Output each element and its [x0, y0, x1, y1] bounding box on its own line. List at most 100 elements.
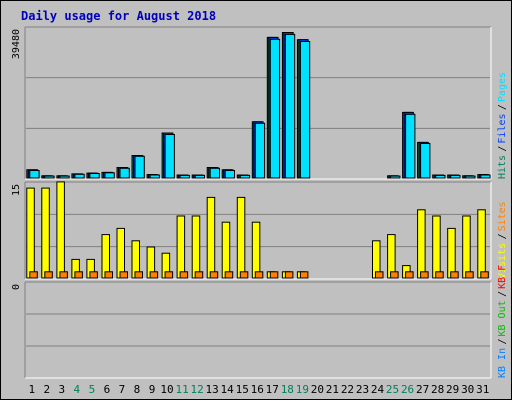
legend-visits: Visits [497, 243, 508, 279]
bar-pages-day-1 [29, 170, 40, 179]
bar-pages-day-28 [435, 174, 446, 179]
legend-separator: / [497, 233, 508, 239]
bar-visits-day-13 [206, 196, 216, 279]
x-tick-label: 28 [431, 383, 444, 396]
legend-sites: Sites [497, 201, 508, 231]
bar-visits-day-3 [56, 181, 65, 279]
bar-visits-day-11 [176, 215, 186, 279]
x-tick-label: 31 [476, 383, 489, 396]
bar-pages-day-13 [209, 167, 220, 179]
x-tick-label: 10 [160, 383, 173, 396]
bar-pages-day-3 [59, 175, 70, 179]
x-tick-label: 30 [461, 383, 474, 396]
x-tick-label: 16 [251, 383, 264, 396]
bar-sites-day-28 [435, 271, 444, 279]
bar-sites-day-4 [74, 271, 83, 279]
bar-sites-day-27 [420, 271, 429, 279]
bar-pages-day-26 [405, 113, 416, 179]
bar-sites-day-7 [119, 271, 128, 279]
bar-pages-day-27 [420, 143, 431, 179]
x-tick-label: 9 [149, 383, 156, 396]
x-tick-label: 14 [221, 383, 235, 396]
legend-kb-out: KB Out [497, 300, 508, 336]
bar-pages-day-8 [134, 155, 145, 179]
bar-sites-day-8 [134, 271, 143, 279]
bar-pages-day-7 [119, 167, 130, 179]
bar-sites-day-10 [164, 271, 174, 279]
bar-sites-day-16 [254, 271, 264, 279]
bar-sites-day-26 [405, 271, 414, 279]
x-tick-label: 5 [89, 383, 96, 396]
legend-hits: Hits [497, 155, 508, 179]
bar-sites-day-25 [390, 271, 399, 279]
bar-visits-day-15 [236, 196, 246, 279]
x-tick-label: 24 [371, 383, 385, 396]
y-max-label: 0 [11, 284, 22, 290]
legend-files: Files [497, 113, 508, 143]
bar-pages-day-30 [465, 175, 476, 179]
legend-separator: / [497, 104, 508, 110]
x-tick-label: 23 [356, 383, 369, 396]
legend-separator: / [497, 291, 508, 297]
bar-pages-day-31 [480, 174, 491, 179]
bar-sites-day-30 [465, 271, 474, 279]
bar-sites-day-13 [209, 271, 219, 279]
bar-pages-day-15 [239, 174, 251, 179]
x-tick-label: 1 [28, 383, 35, 396]
bar-sites-day-12 [194, 271, 204, 279]
bar-visits-day-2 [41, 187, 50, 279]
x-tick-label: 25 [386, 383, 399, 396]
bar-visits-day-28 [432, 215, 441, 279]
x-tick-label: 27 [416, 383, 429, 396]
bar-pages-day-17 [269, 38, 281, 179]
x-tick-label: 17 [266, 383, 279, 396]
x-tick-label: 7 [119, 383, 126, 396]
bar-sites-day-2 [44, 271, 53, 279]
x-tick-label: 26 [401, 383, 414, 396]
bar-sites-day-6 [104, 271, 113, 279]
x-tick-label: 11 [175, 383, 188, 396]
x-tick-label: 13 [206, 383, 219, 396]
bar-sites-day-1 [29, 271, 38, 279]
panel-kb [25, 282, 491, 378]
bar-sites-day-19 [299, 271, 309, 279]
bar-pages-day-5 [89, 173, 100, 179]
bar-sites-day-14 [224, 271, 234, 279]
bar-sites-day-11 [179, 271, 189, 279]
x-tick-label: 15 [236, 383, 249, 396]
y-max-label: 39480 [11, 29, 22, 59]
chart-title: Daily usage for August 2018 [21, 9, 216, 23]
bar-pages-day-16 [254, 122, 266, 179]
x-tick-label: 18 [281, 383, 294, 396]
x-tick-label: 2 [43, 383, 50, 396]
bar-pages-day-19 [299, 41, 311, 179]
bar-visits-day-30 [462, 215, 471, 279]
bar-sites-day-9 [149, 271, 159, 279]
bar-visits-day-14 [221, 221, 231, 279]
x-tick-label: 19 [296, 383, 309, 396]
bar-visits-day-7 [116, 227, 125, 279]
x-tick-label: 20 [311, 383, 324, 396]
legend-kb-f: KB F [497, 265, 508, 289]
bar-visits-day-31 [477, 209, 486, 279]
bar-pages-day-29 [450, 174, 461, 179]
bar-visits-day-29 [447, 227, 456, 279]
bar-pages-day-14 [224, 170, 235, 179]
x-tick-label: 29 [446, 383, 459, 396]
bar-sites-day-24 [375, 271, 384, 279]
bar-sites-day-29 [450, 271, 459, 279]
x-tick-label: 22 [341, 383, 354, 396]
bar-pages-day-18 [284, 33, 296, 179]
bar-visits-day-12 [191, 215, 201, 279]
bar-visits-day-16 [251, 221, 261, 279]
legend-separator: / [497, 146, 508, 152]
bar-pages-day-10 [164, 134, 175, 179]
x-tick-label: 3 [59, 383, 66, 396]
x-tick-label: 8 [134, 383, 141, 396]
bar-sites-day-3 [59, 271, 68, 279]
x-tick-label: 6 [104, 383, 111, 396]
bar-sites-day-31 [480, 271, 489, 279]
bar-pages-day-12 [194, 174, 205, 179]
bar-visits-day-27 [417, 209, 426, 279]
